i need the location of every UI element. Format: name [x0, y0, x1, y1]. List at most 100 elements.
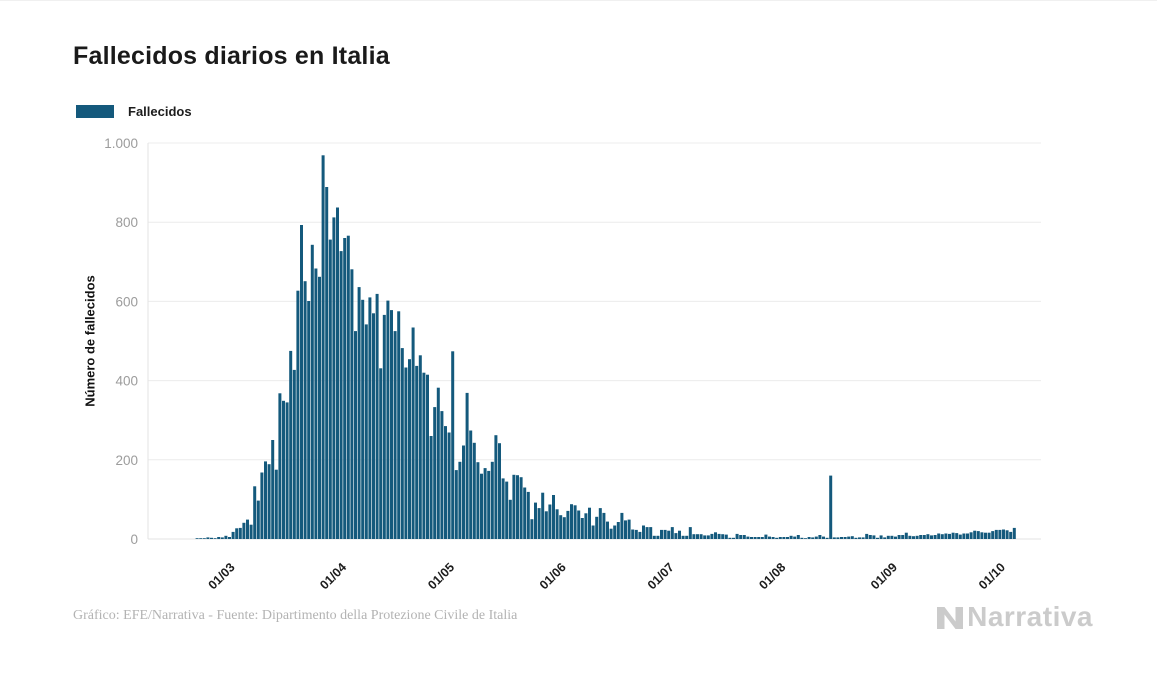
bar[interactable] — [591, 525, 595, 540]
bar[interactable] — [775, 537, 779, 539]
bar[interactable] — [278, 393, 282, 539]
bar[interactable] — [782, 537, 786, 539]
bar[interactable] — [811, 537, 815, 539]
bar[interactable] — [213, 538, 217, 539]
bar[interactable] — [501, 478, 505, 539]
bar[interactable] — [408, 359, 411, 539]
bar[interactable] — [390, 310, 393, 539]
bar[interactable] — [825, 537, 829, 539]
bar[interactable] — [436, 387, 440, 539]
bar[interactable] — [350, 269, 354, 539]
bar[interactable] — [768, 536, 771, 539]
bar[interactable] — [343, 238, 347, 539]
bar[interactable] — [624, 520, 627, 539]
bar[interactable] — [307, 301, 311, 539]
bar[interactable] — [696, 534, 699, 539]
bar[interactable] — [638, 531, 642, 539]
bar[interactable] — [980, 532, 984, 539]
bar[interactable] — [490, 461, 494, 539]
bar[interactable] — [476, 462, 480, 539]
bar[interactable] — [649, 527, 653, 539]
bar[interactable] — [537, 508, 541, 539]
bar[interactable] — [973, 530, 977, 539]
bar[interactable] — [786, 537, 789, 539]
bar[interactable] — [703, 535, 707, 539]
bar[interactable] — [876, 537, 879, 539]
bar[interactable] — [210, 537, 213, 539]
bar[interactable] — [750, 537, 753, 539]
bar[interactable] — [879, 535, 883, 539]
bar[interactable] — [631, 529, 635, 540]
bar[interactable] — [289, 350, 293, 539]
bar[interactable] — [958, 534, 962, 539]
bar[interactable] — [645, 527, 649, 539]
bar[interactable] — [242, 522, 246, 539]
bar[interactable] — [840, 537, 843, 539]
bar[interactable] — [858, 537, 861, 539]
bar[interactable] — [685, 535, 689, 539]
bar[interactable] — [843, 537, 847, 539]
bar[interactable] — [742, 535, 746, 539]
bar[interactable] — [372, 313, 375, 539]
bar[interactable] — [462, 445, 465, 540]
bar[interactable] — [444, 426, 447, 539]
bar[interactable] — [238, 527, 242, 539]
bar[interactable] — [681, 535, 685, 539]
bar[interactable] — [534, 502, 537, 539]
bar[interactable] — [699, 534, 703, 539]
bar[interactable] — [354, 331, 357, 539]
bar[interactable] — [570, 504, 573, 539]
bar[interactable] — [652, 535, 656, 539]
bar[interactable] — [498, 443, 501, 539]
bar[interactable] — [674, 533, 678, 539]
bar[interactable] — [415, 365, 419, 539]
bar[interactable] — [739, 535, 743, 539]
bar[interactable] — [951, 532, 955, 539]
bar[interactable] — [930, 535, 933, 539]
bar[interactable] — [663, 529, 667, 539]
bar[interactable] — [321, 155, 325, 540]
bar[interactable] — [613, 525, 617, 540]
bar[interactable] — [667, 530, 671, 539]
bar[interactable] — [717, 533, 721, 539]
bar[interactable] — [512, 474, 516, 539]
bar[interactable] — [206, 537, 210, 539]
bar[interactable] — [404, 367, 408, 540]
bar[interactable] — [948, 533, 951, 539]
bar[interactable] — [692, 534, 696, 539]
bar[interactable] — [224, 535, 228, 539]
bar[interactable] — [195, 538, 199, 539]
bar[interactable] — [991, 531, 995, 539]
bar[interactable] — [976, 531, 980, 539]
bar[interactable] — [883, 537, 887, 539]
bar[interactable] — [451, 351, 455, 539]
bar[interactable] — [764, 534, 768, 539]
bar[interactable] — [526, 491, 530, 539]
bar[interactable] — [886, 535, 890, 539]
bar[interactable] — [627, 519, 631, 539]
bar[interactable] — [656, 535, 660, 539]
bar[interactable] — [894, 536, 897, 539]
bar[interactable] — [897, 535, 901, 539]
bar[interactable] — [1005, 530, 1009, 539]
bar[interactable] — [660, 529, 663, 539]
bar[interactable] — [757, 537, 761, 539]
bar[interactable] — [508, 499, 512, 539]
bar[interactable] — [310, 244, 314, 540]
bar[interactable] — [285, 402, 289, 539]
bar[interactable] — [606, 521, 609, 539]
bar[interactable] — [368, 297, 372, 539]
bar[interactable] — [426, 374, 429, 539]
bar[interactable] — [634, 529, 638, 539]
bar[interactable] — [789, 535, 793, 539]
bar[interactable] — [753, 537, 757, 539]
bar[interactable] — [822, 536, 825, 539]
bar[interactable] — [807, 537, 811, 539]
bar[interactable] — [296, 290, 300, 539]
bar[interactable] — [706, 535, 710, 539]
bar[interactable] — [393, 331, 397, 539]
bar[interactable] — [919, 535, 923, 539]
bar[interactable] — [890, 535, 894, 539]
bar[interactable] — [220, 537, 224, 539]
bar[interactable] — [483, 468, 487, 539]
